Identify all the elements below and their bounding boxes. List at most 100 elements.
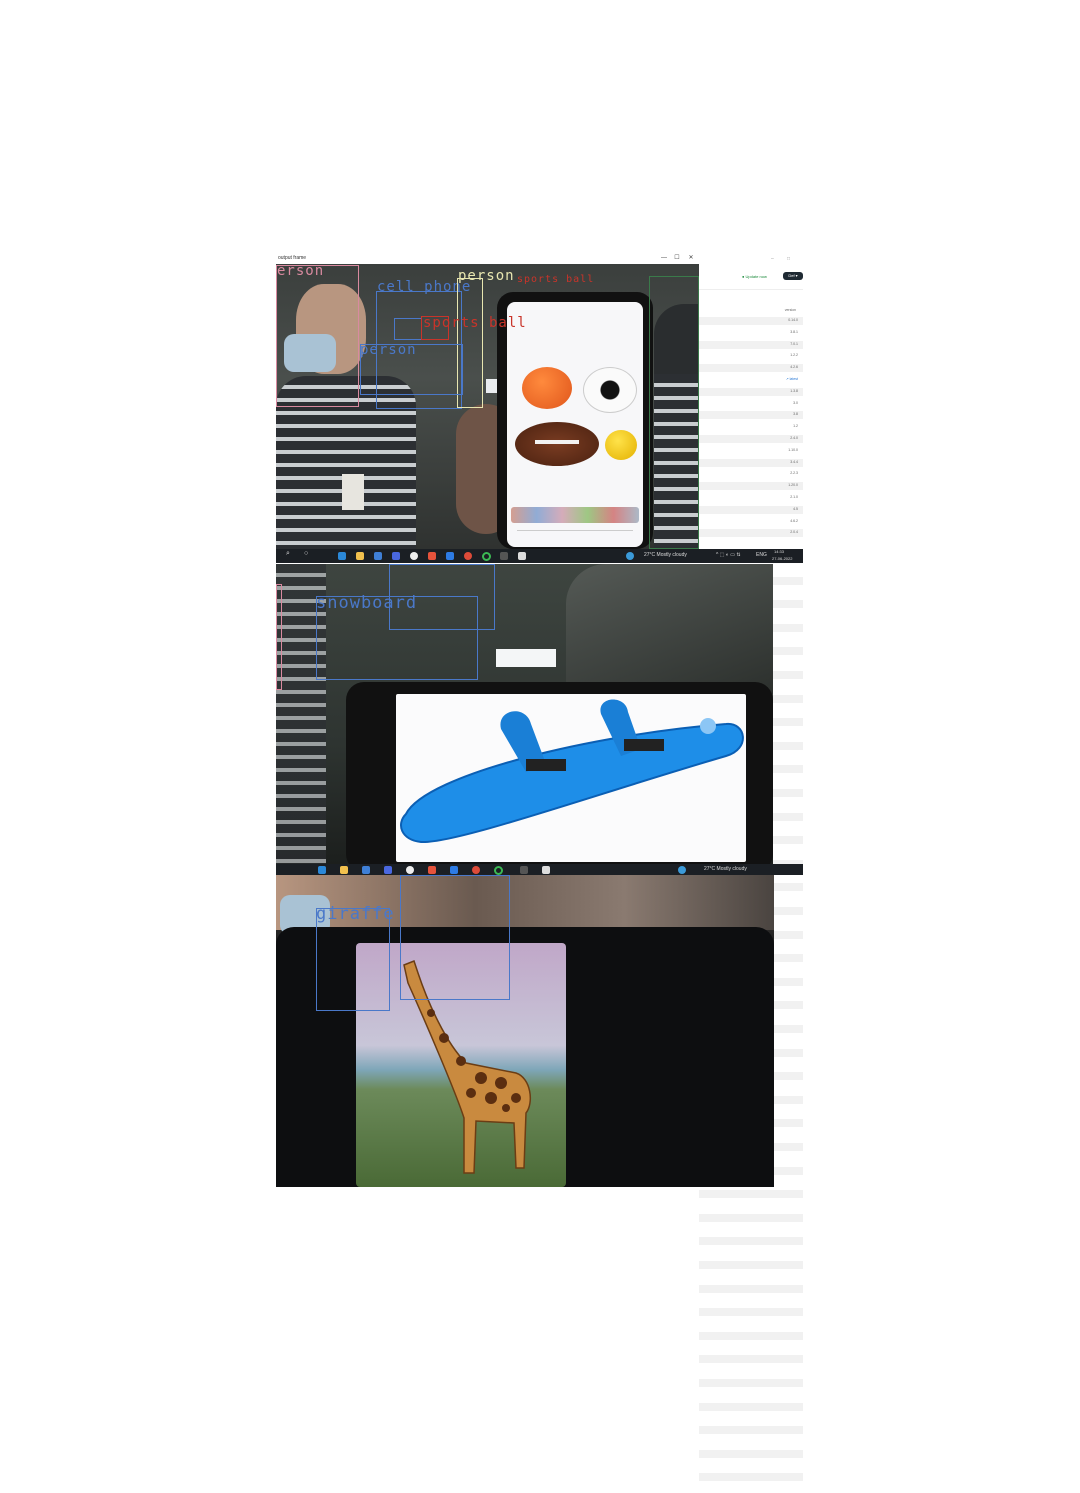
table-row[interactable] bbox=[699, 1272, 803, 1281]
weather-icon bbox=[678, 866, 686, 874]
chrome-icon[interactable] bbox=[472, 866, 480, 874]
table-row[interactable] bbox=[699, 1237, 803, 1246]
dropdown-button[interactable]: Def ▾ bbox=[783, 272, 803, 280]
version-cell: 3.0 bbox=[793, 400, 798, 405]
table-row[interactable]: 2.4.0 bbox=[699, 435, 803, 443]
table-row[interactable] bbox=[699, 1202, 803, 1210]
bbox-label-sports-ball-2: sports ball bbox=[423, 315, 527, 331]
table-row[interactable] bbox=[699, 1379, 803, 1387]
table-row[interactable] bbox=[699, 1190, 803, 1199]
table-row[interactable]: 3.4.4 bbox=[699, 458, 803, 467]
table-row[interactable]: 3.8.1 bbox=[699, 328, 803, 337]
weather-text[interactable]: 27°C Mostly cloudy bbox=[644, 552, 687, 558]
active-window-icon[interactable] bbox=[518, 552, 526, 560]
table-row[interactable] bbox=[699, 1438, 803, 1446]
table-row[interactable]: 1.20.0 bbox=[699, 482, 803, 491]
table-row[interactable] bbox=[699, 1213, 803, 1222]
chrome-icon[interactable] bbox=[464, 552, 472, 560]
close-button[interactable]: ✕ bbox=[688, 255, 694, 261]
version-cell: 2.1.0 bbox=[790, 495, 798, 499]
table-row[interactable]: 2.1.0 bbox=[699, 494, 803, 502]
app-circle-icon[interactable] bbox=[494, 866, 503, 875]
table-row[interactable]: 1.3.8 bbox=[699, 387, 803, 396]
table-row[interactable] bbox=[699, 1308, 803, 1317]
table-row[interactable]: 1.10.0 bbox=[699, 446, 803, 455]
file-explorer-icon[interactable] bbox=[356, 552, 364, 560]
table-row[interactable]: 4.6.2 bbox=[699, 517, 803, 526]
terminal-icon[interactable] bbox=[520, 866, 528, 874]
table-row[interactable]: 2.0.4 bbox=[699, 529, 803, 538]
table-row[interactable] bbox=[699, 1296, 803, 1305]
app-circle-icon[interactable] bbox=[482, 552, 491, 561]
table-row[interactable] bbox=[699, 541, 803, 550]
bbox-top bbox=[389, 564, 495, 630]
version-cell: 3.8.1 bbox=[790, 329, 798, 334]
task-view-icon[interactable]: ○ bbox=[304, 550, 309, 557]
github-icon[interactable] bbox=[410, 552, 418, 560]
bbox-top bbox=[400, 875, 510, 1000]
table-row[interactable]: ↗ latest bbox=[699, 376, 803, 384]
faces-background bbox=[276, 875, 774, 930]
table-row[interactable] bbox=[699, 1343, 803, 1352]
edge-icon[interactable] bbox=[338, 552, 346, 560]
table-row[interactable]: 7.0.1 bbox=[699, 340, 803, 349]
tray-icons[interactable]: ^ ⬚ ◐ ▭ ⇅ bbox=[716, 552, 741, 558]
table-row[interactable]: 3.0 bbox=[699, 399, 803, 408]
table-row[interactable] bbox=[699, 1320, 803, 1328]
table-row[interactable] bbox=[699, 1261, 803, 1269]
lang-indicator[interactable]: ENG bbox=[756, 552, 767, 558]
taskbar-2: 27°C Mostly cloudy bbox=[276, 864, 803, 875]
store-icon[interactable] bbox=[446, 552, 454, 560]
table-row[interactable] bbox=[699, 1485, 803, 1493]
latest-link[interactable]: ↗ latest bbox=[785, 377, 798, 381]
table-row[interactable] bbox=[699, 1473, 803, 1482]
app-icon[interactable] bbox=[392, 552, 400, 560]
person-right-shirt bbox=[654, 374, 699, 549]
weather-text[interactable]: 27°C Mostly cloudy bbox=[704, 866, 747, 872]
table-row[interactable] bbox=[699, 1249, 803, 1258]
file-explorer-icon[interactable] bbox=[340, 866, 348, 874]
minimize-button[interactable]: — bbox=[661, 255, 667, 261]
edge-icon[interactable] bbox=[318, 866, 326, 874]
table-row[interactable] bbox=[699, 1355, 803, 1364]
version-cell: 1.10.0 bbox=[788, 447, 798, 452]
table-row[interactable]: 4.5 bbox=[699, 505, 803, 514]
table-row[interactable] bbox=[699, 1367, 803, 1376]
table-row[interactable] bbox=[699, 1414, 803, 1423]
table-row[interactable]: 0.14.0 bbox=[699, 317, 803, 325]
mail-icon[interactable] bbox=[362, 866, 370, 874]
office-icon[interactable] bbox=[428, 866, 436, 874]
table-row[interactable]: 3.8 bbox=[699, 411, 803, 420]
store-icon[interactable] bbox=[450, 866, 458, 874]
table-row[interactable] bbox=[699, 1390, 803, 1399]
table-row[interactable] bbox=[699, 1225, 803, 1234]
maximize-button[interactable]: ☐ bbox=[674, 255, 680, 261]
clock-date[interactable]: 27-06-2022 bbox=[772, 556, 793, 561]
clock-time[interactable]: 14:33 bbox=[774, 549, 785, 554]
version-cell: 4.2.6 bbox=[790, 365, 798, 370]
table-row[interactable]: 4.2.6 bbox=[699, 364, 803, 373]
active-window-icon[interactable] bbox=[542, 866, 550, 874]
terminal-icon[interactable] bbox=[500, 552, 508, 560]
update-now-link[interactable]: ● Update now bbox=[742, 274, 767, 279]
table-row[interactable]: 2.2.3 bbox=[699, 470, 803, 479]
table-row[interactable] bbox=[699, 1331, 803, 1340]
bbox-label-person-2: person bbox=[458, 268, 515, 284]
search-icon[interactable]: ⌕ bbox=[286, 550, 290, 557]
table-row[interactable]: 1.2 bbox=[699, 423, 803, 432]
table-row[interactable] bbox=[699, 1449, 803, 1458]
office-icon[interactable] bbox=[428, 552, 436, 560]
table-row[interactable]: 1.2.2 bbox=[699, 352, 803, 361]
table-row[interactable] bbox=[699, 1461, 803, 1470]
weather-icon bbox=[626, 552, 634, 560]
table-row[interactable] bbox=[699, 1402, 803, 1411]
table-row[interactable] bbox=[699, 1284, 803, 1293]
taskbar-1: ⌕ ○ 27°C Mostly cloudy ^ ⬚ ◐ ▭ ⇅ ENG 14:… bbox=[276, 549, 803, 563]
github-icon[interactable] bbox=[406, 866, 414, 874]
mail-icon[interactable] bbox=[374, 552, 382, 560]
version-cell: 1.2 bbox=[793, 424, 798, 429]
app-icon[interactable] bbox=[384, 866, 392, 874]
table-row[interactable] bbox=[699, 1426, 803, 1435]
bbox-label-snowboard: snowboard bbox=[316, 593, 418, 613]
bbox-small bbox=[394, 318, 422, 340]
